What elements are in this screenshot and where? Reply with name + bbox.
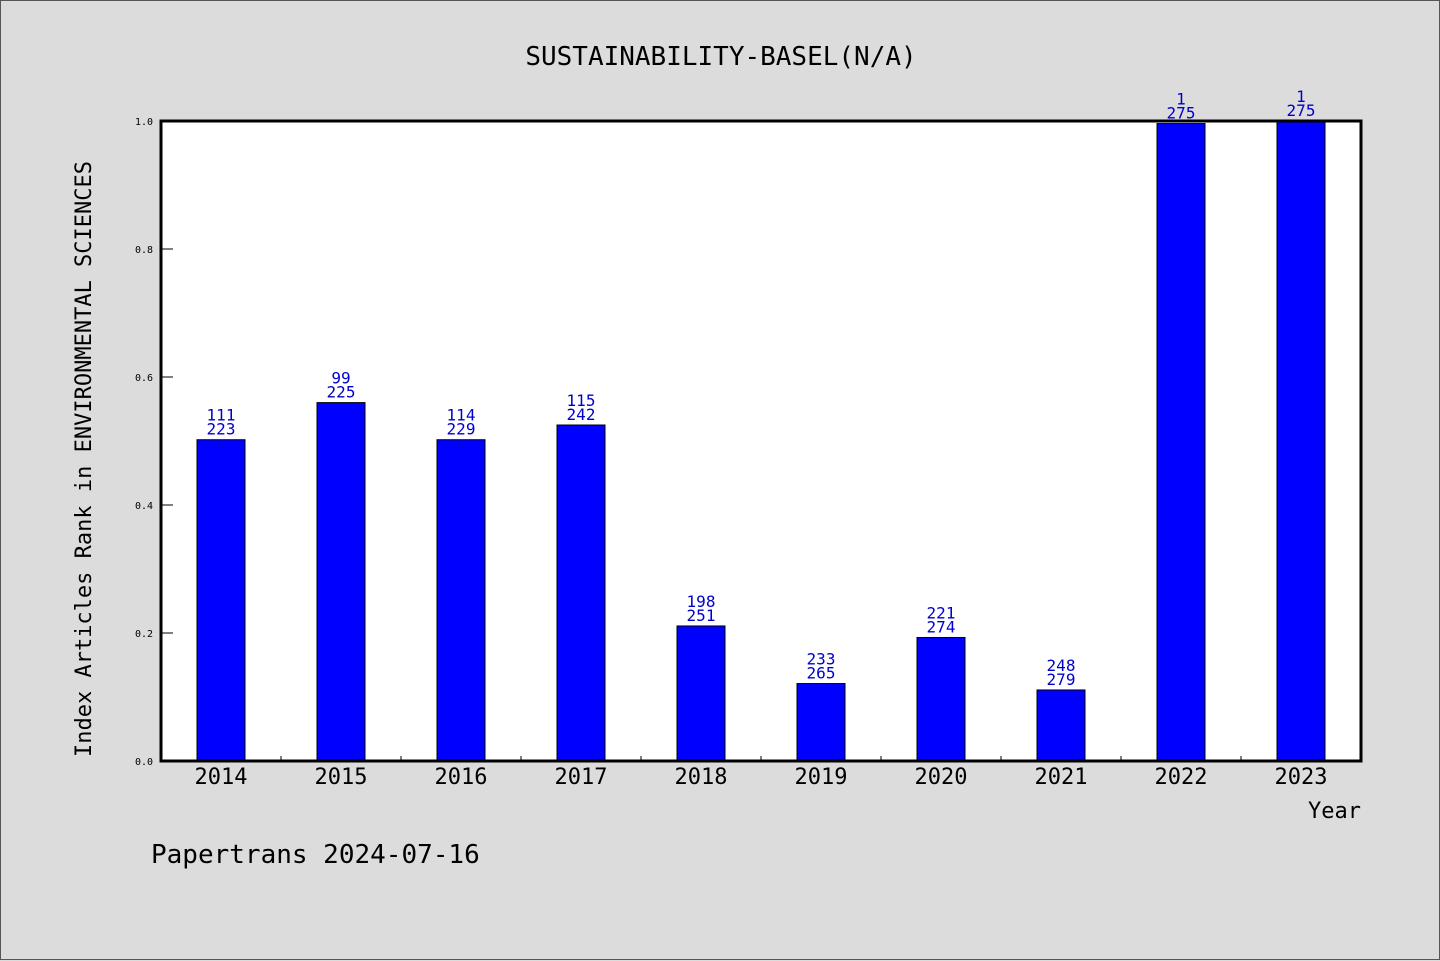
bar-2016 — [436, 439, 486, 762]
footer-text: Papertrans 2024-07-16 — [151, 840, 480, 870]
bar-2023 — [1276, 120, 1326, 762]
y-tick-label: 1.0 — [135, 117, 153, 128]
y-axis-label: Index Articles Rank in ENVIRONMENTAL SCI… — [72, 161, 97, 757]
bar-total-label: 274 — [927, 617, 956, 636]
y-tick-label: 0.6 — [135, 373, 153, 384]
x-axis-label: Year — [1308, 799, 1361, 824]
x-tick-label: 2017 — [555, 765, 608, 790]
x-tick-label: 2023 — [1275, 765, 1328, 790]
bar-2019 — [796, 683, 846, 762]
bar-total-label: 275 — [1287, 101, 1316, 120]
y-tick-label: 0.8 — [135, 245, 153, 256]
y-tick-label: 0.2 — [135, 629, 153, 640]
bar-2022 — [1156, 123, 1206, 762]
x-tick-label: 2022 — [1155, 765, 1208, 790]
plot-border — [159, 119, 1363, 763]
chart-title: SUSTAINABILITY-BASEL(N/A) — [525, 42, 916, 72]
bar-2015 — [316, 402, 366, 762]
x-tick-label: 2015 — [315, 765, 368, 790]
bar-rank-label: 233 — [807, 650, 836, 669]
bar-rank-label: 221 — [927, 603, 956, 622]
y-tick-label: 0.4 — [135, 501, 153, 512]
bar-2017 — [556, 424, 606, 762]
bar-rank-label: 1 — [1296, 87, 1306, 106]
x-tick-label: 2016 — [435, 765, 488, 790]
x-tick-label: 2021 — [1035, 765, 1088, 790]
bar-rank-label: 115 — [567, 391, 596, 410]
bar-total-label: 229 — [447, 420, 476, 439]
bar-total-label: 225 — [327, 383, 356, 402]
bar-total-label: 265 — [807, 664, 836, 683]
bar-2018 — [676, 625, 726, 762]
x-tick-label: 2018 — [675, 765, 728, 790]
bar-total-label: 223 — [207, 420, 236, 439]
bar-rank-label: 1 — [1176, 90, 1186, 109]
bar-total-label: 251 — [687, 606, 716, 625]
bar-rank-label: 99 — [331, 369, 350, 388]
bar-2014 — [196, 439, 246, 762]
x-tick-label: 2014 — [195, 765, 248, 790]
bar-total-label: 242 — [567, 405, 596, 424]
x-tick-label: 2019 — [795, 765, 848, 790]
bar-2020 — [916, 636, 966, 762]
bar-rank-label: 198 — [687, 592, 716, 611]
bar-total-label: 279 — [1047, 670, 1076, 689]
bar-rank-label: 248 — [1047, 656, 1076, 675]
bar-total-label: 275 — [1167, 104, 1196, 123]
x-tick-label: 2020 — [915, 765, 968, 790]
bar-rank-label: 114 — [447, 406, 476, 425]
y-tick-label: 0.0 — [135, 757, 153, 768]
bar-2021 — [1036, 689, 1086, 762]
bar-rank-label: 111 — [207, 406, 236, 425]
